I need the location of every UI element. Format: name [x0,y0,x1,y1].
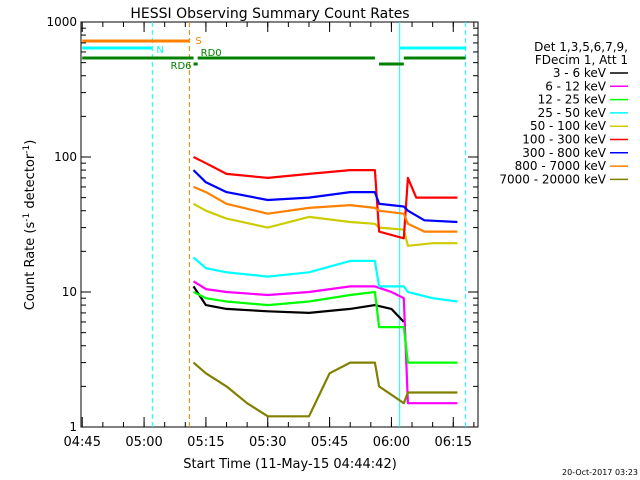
y-tick-label: 100 [54,150,77,164]
x-tick-label: 06:15 [435,435,472,450]
y-axis-label: Count Rate (s-1 detector-1) [22,140,38,311]
flag-bar-label: N [156,45,163,56]
series-line [192,256,458,303]
series-line [192,285,405,323]
flag-bar-label: S [195,36,201,47]
legend-header-line2: FDecim 1, Att 1 [535,53,628,67]
series-line [193,290,458,364]
x-tick-label: 04:45 [64,435,101,450]
vertical-markers [151,22,467,427]
legend-label: 800 - 7000 keV [515,159,607,173]
series-line [192,202,458,247]
legend-label: 300 - 800 keV [522,146,606,160]
y-tick-label: 1000 [46,15,77,29]
y-axis-label-mid: detector [23,153,38,213]
y-axis-label-sup1: -1 [22,213,32,222]
footer-date: 20-Oct-2017 03:23 [562,468,638,477]
chart-title: HESSI Observing Summary Count Rates [130,6,409,22]
x-tick-label: 05:00 [125,435,162,450]
series-line [192,361,458,418]
x-tick-label: 06:00 [373,435,410,450]
flag-bar-label: RD6 [171,61,192,72]
legend-label: 12 - 25 keV [538,93,607,107]
legend-header-line1: Det 1,3,5,6,7,9, [534,40,628,54]
x-axis-label: Start Time (11-May-15 04:44:42) [183,457,397,472]
y-tick-label: 10 [62,285,77,299]
x-tick-label: 05:15 [187,435,224,450]
plot-border [80,21,479,428]
series-line [193,185,458,233]
y-axis-label-main: Count Rate (s [23,222,38,311]
legend-label: 7000 - 20000 keV [499,172,606,186]
plot-area [80,21,479,428]
series-lines [192,156,458,418]
x-tick-label: 05:45 [311,435,348,450]
series-line [193,156,458,240]
legend-label: 6 - 12 keV [545,79,607,93]
x-tick-label: 05:30 [249,435,286,450]
legend-label: 3 - 6 keV [553,66,607,80]
legend-label: 25 - 50 keV [538,106,607,120]
legend-label: 50 - 100 keV [530,119,607,133]
y-tick-label: 1 [69,420,77,434]
y-axis-label-end: ) [23,140,38,145]
legend-label: 100 - 300 keV [522,133,606,147]
flag-bars: S N RD0 RD6 [82,36,466,72]
axis-ticks: 1 10 100 1000 04:45 05:00 05:15 05:30 05:45 06:00… [46,15,478,450]
series-line [192,169,458,224]
legend: Det 1,3,5,6,7,9, FDecim 1, Att 1 3 - 6 k… [499,40,628,186]
y-axis-label-sup2: -1 [22,145,32,154]
flag-bar-label: RD0 [201,48,222,59]
